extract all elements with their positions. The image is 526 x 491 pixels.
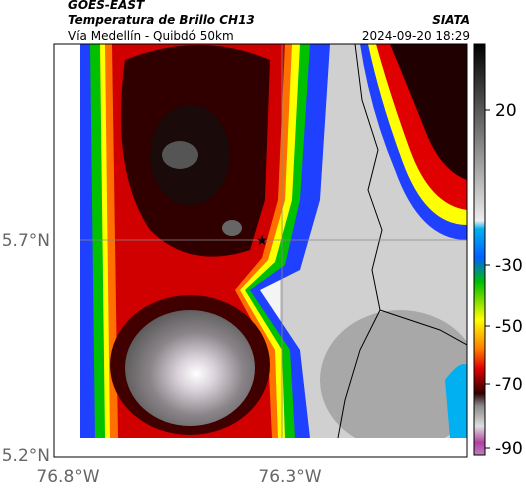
colorbar-label: -90 [495, 439, 523, 459]
satellite-image: ★ [80, 44, 467, 438]
route: Vía Medellín - Quibdó 50km [68, 29, 234, 43]
agency: SIATA [432, 13, 470, 27]
map-frame [53, 43, 468, 458]
lat-label: 5.7°N [2, 231, 50, 251]
lon-label: 76.3°W [258, 467, 321, 487]
lat-label: 5.2°N [2, 446, 50, 466]
colorbar-label: 20 [495, 101, 517, 121]
colorbar-label: -30 [495, 256, 523, 276]
grid-lines [80, 44, 467, 438]
timestamp: 2024-09-20 18:29 [362, 29, 470, 43]
colorbar-label: -50 [495, 317, 523, 337]
colorbar [473, 43, 486, 456]
product: Temperatura de Brillo CH13 [68, 13, 255, 27]
city-marker: ★ [256, 233, 269, 249]
source: GOES-EAST [68, 0, 145, 12]
borders [337, 44, 467, 438]
lon-label: 76.8°W [36, 467, 99, 487]
colorbar-label: -70 [495, 375, 523, 395]
